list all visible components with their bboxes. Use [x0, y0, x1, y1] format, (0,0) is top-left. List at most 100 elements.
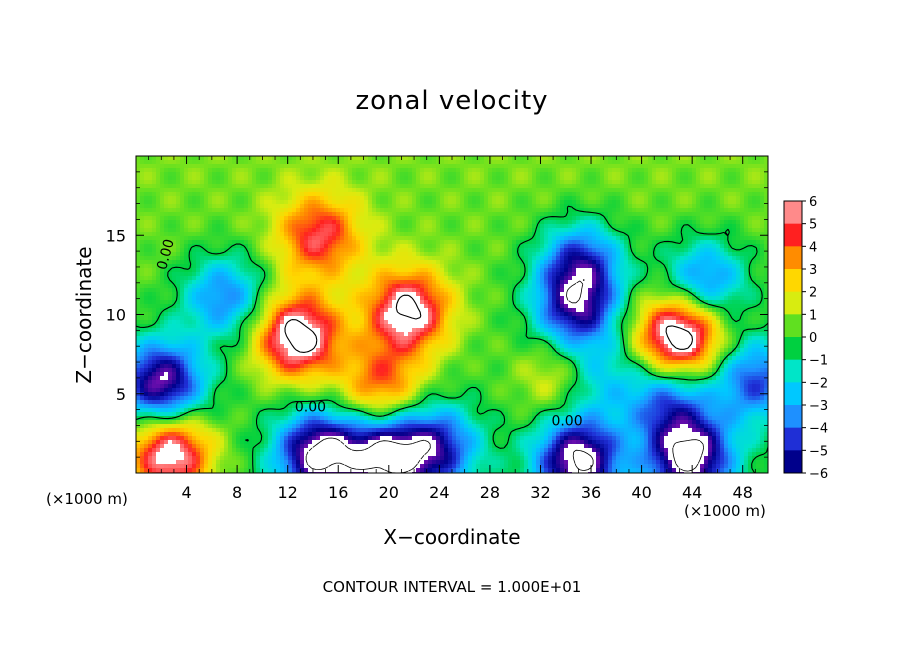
- field-cell: [720, 212, 725, 217]
- field-cell: [600, 232, 605, 237]
- field-cell: [464, 172, 469, 177]
- field-cell: [340, 216, 345, 221]
- field-cell: [560, 180, 565, 185]
- field-cell: [392, 216, 397, 221]
- field-cell: [528, 180, 533, 185]
- field-cell: [620, 204, 625, 209]
- field-cell: [236, 212, 241, 217]
- field-cell: [172, 216, 177, 221]
- field-cell: [156, 264, 161, 269]
- field-cell: [292, 276, 297, 281]
- field-cell: [548, 268, 553, 273]
- field-cell: [612, 240, 617, 245]
- field-cell: [616, 248, 621, 253]
- field-cell: [616, 240, 621, 245]
- field-cell: [220, 248, 225, 253]
- field-cell: [636, 168, 641, 173]
- field-cell: [136, 256, 141, 261]
- field-cell: [612, 168, 617, 173]
- field-cell: [396, 260, 401, 265]
- field-cell: [676, 176, 681, 181]
- field-cell: [144, 272, 149, 277]
- field-cell: [228, 256, 233, 261]
- field-cell: [528, 160, 533, 165]
- field-cell: [704, 160, 709, 165]
- field-cell: [404, 188, 409, 193]
- field-cell: [244, 220, 249, 225]
- field-cell: [184, 256, 189, 261]
- field-cell: [324, 268, 329, 273]
- field-cell: [720, 256, 725, 261]
- field-cell: [568, 248, 573, 253]
- field-cell: [260, 252, 265, 257]
- field-cell: [564, 184, 569, 189]
- field-cell: [592, 200, 597, 205]
- field-cell: [268, 232, 273, 237]
- field-cell: [536, 260, 541, 265]
- field-cell: [152, 256, 157, 261]
- field-cell: [612, 164, 617, 169]
- field-cell: [148, 196, 153, 201]
- field-cell: [384, 200, 389, 205]
- field-cell: [560, 204, 565, 209]
- field-cell: [620, 240, 625, 245]
- field-cell: [672, 216, 677, 221]
- field-cell: [544, 236, 549, 241]
- field-cell: [552, 252, 557, 257]
- field-cell: [560, 244, 565, 249]
- field-cell: [344, 240, 349, 245]
- field-cell: [344, 236, 349, 241]
- field-cell: [204, 192, 209, 197]
- field-cell: [536, 272, 541, 277]
- field-cell: [508, 192, 513, 197]
- field-cell: [572, 252, 577, 257]
- field-cell: [216, 216, 221, 221]
- field-cell: [148, 164, 153, 169]
- field-cell: [740, 176, 745, 181]
- field-cell: [720, 252, 725, 257]
- field-cell: [276, 272, 281, 277]
- field-cell: [592, 224, 597, 229]
- field-cell: [204, 188, 209, 193]
- field-cell: [548, 220, 553, 225]
- field-cell: [268, 236, 273, 241]
- field-cell: [272, 276, 277, 281]
- field-cell: [440, 208, 445, 213]
- field-cell: [708, 256, 713, 261]
- field-cell: [272, 164, 277, 169]
- field-cell: [672, 260, 677, 265]
- field-cell: [596, 176, 601, 181]
- field-cell: [248, 252, 253, 257]
- field-cell: [328, 200, 333, 205]
- field-cell: [400, 208, 405, 213]
- field-cell: [600, 180, 605, 185]
- field-cell: [524, 228, 529, 233]
- field-cell: [416, 248, 421, 253]
- field-cell: [760, 200, 765, 205]
- field-cell: [516, 216, 521, 221]
- field-cell: [464, 272, 469, 277]
- field-cell: [600, 164, 605, 169]
- field-cell: [532, 204, 537, 209]
- field-cell: [276, 208, 281, 213]
- field-cell: [696, 232, 701, 237]
- field-cell: [152, 268, 157, 273]
- field-cell: [728, 212, 733, 217]
- field-cell: [460, 176, 465, 181]
- field-cell: [732, 212, 737, 217]
- field-cell: [520, 192, 525, 197]
- field-cell: [468, 252, 473, 257]
- field-cell: [532, 168, 537, 173]
- field-cell: [420, 188, 425, 193]
- field-cell: [408, 208, 413, 213]
- field-cell: [272, 252, 277, 257]
- field-cell: [744, 192, 749, 197]
- field-cell: [224, 280, 229, 285]
- field-cell: [452, 256, 457, 261]
- field-cell: [236, 252, 241, 257]
- field-cell: [232, 184, 237, 189]
- field-cell: [156, 240, 161, 245]
- field-cell: [176, 196, 181, 201]
- field-cell: [340, 224, 345, 229]
- field-cell: [476, 160, 481, 165]
